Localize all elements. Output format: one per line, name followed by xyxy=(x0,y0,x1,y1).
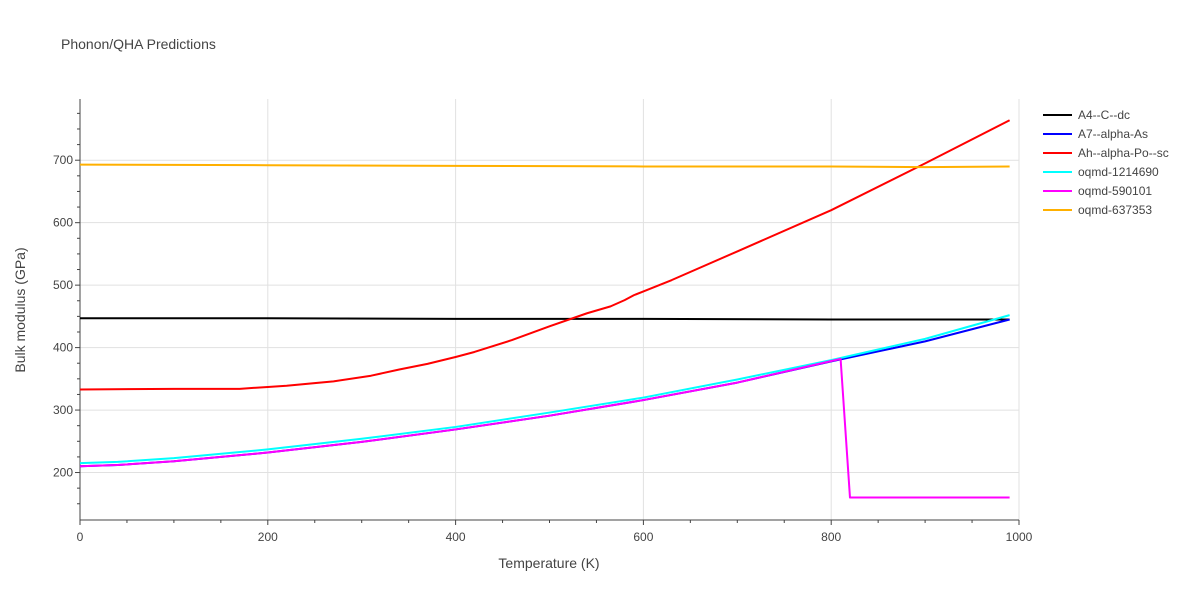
legend: A4--C--dc A7--alpha-As Ah--alpha-Po--sc oqm… xyxy=(1043,105,1169,219)
legend-label: oqmd-1214690 xyxy=(1078,164,1159,179)
legend-swatch xyxy=(1043,132,1072,135)
x-tick-label: 800 xyxy=(821,530,841,544)
series-line-A7--alpha-As[interactable] xyxy=(79,318,1010,468)
y-axis-title: Bulk modulus (GPa) xyxy=(12,247,28,372)
legend-swatch xyxy=(1043,189,1072,192)
y-tick-label: 300 xyxy=(53,403,73,417)
legend-item[interactable]: A7--alpha-As xyxy=(1043,124,1169,143)
legend-swatch xyxy=(1043,113,1072,116)
y-tick-label: 700 xyxy=(53,153,73,167)
legend-swatch xyxy=(1043,208,1072,211)
x-tick-label: 1000 xyxy=(1006,530,1033,544)
legend-label: A4--C--dc xyxy=(1078,107,1131,122)
series-lines xyxy=(79,119,1011,499)
legend-item[interactable]: A4--C--dc xyxy=(1043,105,1169,124)
x-axis-title: Temperature (K) xyxy=(498,555,599,571)
chart-title: Phonon/QHA Predictions xyxy=(61,36,216,52)
series-line-oqmd-590101[interactable] xyxy=(79,357,1010,499)
legend-swatch xyxy=(1043,151,1072,154)
series-line-A4--C--dc[interactable] xyxy=(80,317,1010,321)
legend-label: oqmd-590101 xyxy=(1078,183,1153,198)
x-tick-label: 600 xyxy=(633,530,653,544)
x-tick-label: 0 xyxy=(77,530,84,544)
axes xyxy=(75,99,1020,525)
x-tick-label: 200 xyxy=(258,530,278,544)
legend-item[interactable]: oqmd-590101 xyxy=(1043,181,1169,200)
legend-item[interactable]: oqmd-1214690 xyxy=(1043,162,1169,181)
y-tick-label: 200 xyxy=(53,466,73,480)
tick-labels: 0 200 400 600 800 1000 200 300 400 500 600 700 xyxy=(53,153,1033,544)
series-line-oqmd-1214690[interactable] xyxy=(79,314,1010,465)
grid-lines xyxy=(80,99,1020,520)
x-tick-label: 400 xyxy=(446,530,466,544)
y-tick-label: 500 xyxy=(53,278,73,292)
series-line-Ah--alpha-Po--sc[interactable] xyxy=(79,119,1011,391)
legend-label: Ah--alpha-Po--sc xyxy=(1078,145,1169,160)
legend-item[interactable]: oqmd-637353 xyxy=(1043,200,1169,219)
legend-label: oqmd-637353 xyxy=(1078,202,1153,217)
legend-item[interactable]: Ah--alpha-Po--sc xyxy=(1043,143,1169,162)
legend-label: A7--alpha-As xyxy=(1078,126,1149,141)
y-tick-label: 400 xyxy=(53,341,73,355)
series-line-oqmd-637353[interactable] xyxy=(79,163,1010,169)
legend-swatch xyxy=(1043,170,1072,173)
y-tick-label: 600 xyxy=(53,216,73,230)
